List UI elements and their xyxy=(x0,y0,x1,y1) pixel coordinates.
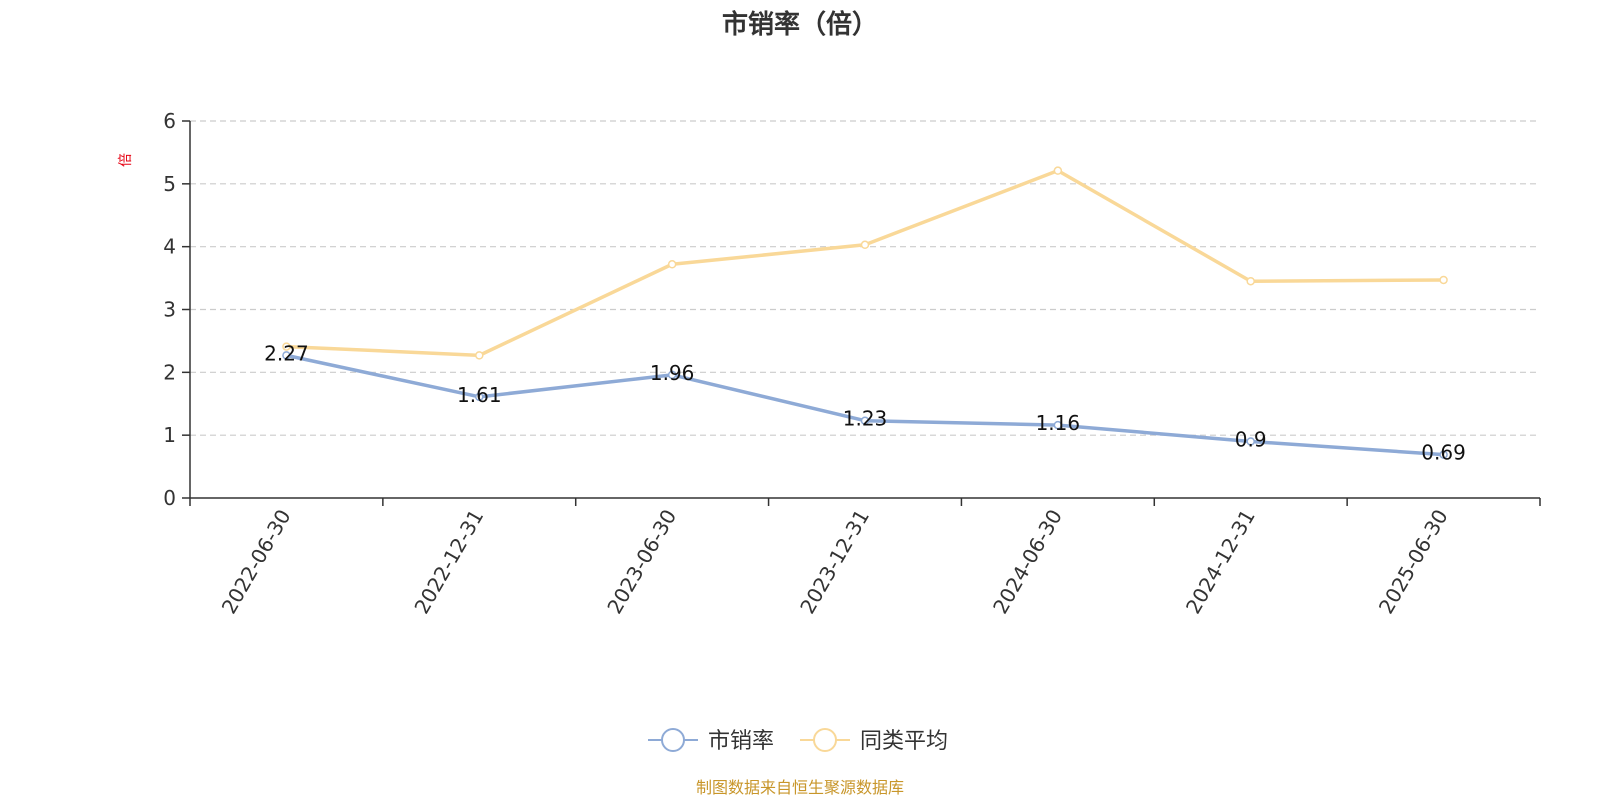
data-label: 1.96 xyxy=(650,361,695,385)
x-tick-label: 2022-12-31 xyxy=(409,505,488,618)
y-tick-label: 3 xyxy=(163,298,176,322)
x-axis: 2022-06-30 2022-12-31 2023-06-30 2023-12-31… xyxy=(189,497,1541,618)
data-point[interactable] xyxy=(282,342,291,351)
data-labels: 2.27 1.61 1.96 1.23 1.16 0.9 0.69 xyxy=(264,341,1466,464)
source-note: 制图数据来自恒生聚源数据库 xyxy=(696,778,904,797)
y-axis: 0 1 2 3 4 5 6 xyxy=(163,109,191,510)
y-tick-label: 2 xyxy=(163,360,176,384)
data-label: 1.23 xyxy=(843,407,888,431)
data-point[interactable] xyxy=(1439,275,1448,285)
data-label: 1.61 xyxy=(457,383,502,407)
legend-marker xyxy=(813,728,837,752)
legend[interactable]: 市销率 同类平均 xyxy=(648,728,948,754)
grid-lines xyxy=(190,120,1540,436)
data-point[interactable] xyxy=(667,260,677,269)
y-tick-label: 5 xyxy=(163,172,176,196)
data-point[interactable] xyxy=(860,240,870,250)
data-point[interactable] xyxy=(667,370,677,380)
y-tick-label: 4 xyxy=(163,235,176,259)
data-point[interactable] xyxy=(1246,276,1255,286)
y-axis-unit-label: 倍 xyxy=(118,153,134,167)
y-tick-label: 0 xyxy=(163,486,176,510)
data-point[interactable] xyxy=(1439,450,1448,459)
data-point[interactable] xyxy=(475,392,484,402)
data-point[interactable] xyxy=(860,416,870,425)
data-label: 0.69 xyxy=(1421,441,1466,465)
legend-item[interactable]: 市销率 xyxy=(648,728,774,754)
data-point[interactable] xyxy=(282,351,291,360)
y-tick-label: 6 xyxy=(163,109,176,133)
legend-marker xyxy=(661,728,685,752)
legend-item[interactable]: 同类平均 xyxy=(800,728,948,754)
x-tick-label: 2024-06-30 xyxy=(988,505,1067,618)
data-label: 0.9 xyxy=(1235,427,1267,451)
data-point[interactable] xyxy=(1053,166,1063,175)
y-tick-label: 1 xyxy=(163,423,176,447)
data-label: 2.27 xyxy=(264,341,309,365)
data-label: 1.16 xyxy=(1036,411,1081,435)
data-point[interactable] xyxy=(1053,420,1063,430)
series-lines xyxy=(282,166,1448,459)
chart-title: 市销率（倍） xyxy=(722,9,878,40)
data-point[interactable] xyxy=(1246,437,1255,446)
data-point[interactable] xyxy=(475,351,484,360)
x-tick-label: 2025-06-30 xyxy=(1374,505,1453,618)
legend-label: 市销率 xyxy=(708,729,774,754)
series-line xyxy=(286,168,1444,358)
legend-label: 同类平均 xyxy=(860,729,948,754)
x-tick-label: 2023-06-30 xyxy=(602,505,681,618)
x-tick-label: 2024-12-31 xyxy=(1181,505,1260,618)
x-tick-label: 2022-06-30 xyxy=(217,505,296,618)
x-tick-label: 2023-12-31 xyxy=(795,505,874,618)
